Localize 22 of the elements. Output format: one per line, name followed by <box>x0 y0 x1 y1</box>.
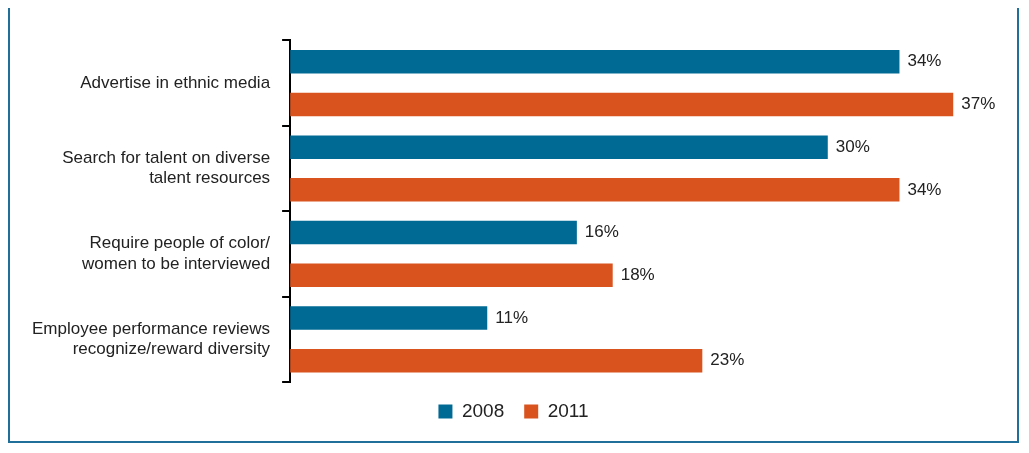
legend-label: 2008 <box>461 399 505 421</box>
bar <box>290 348 703 373</box>
y-tick-label: Search for talent on diverse talent resources <box>62 147 271 188</box>
bar <box>290 135 828 159</box>
data-label: 30% <box>835 136 870 156</box>
data-label: 16% <box>584 222 619 242</box>
bar <box>290 50 900 74</box>
data-label: 37% <box>961 94 996 114</box>
data-label: 34% <box>907 179 942 199</box>
bar <box>290 220 577 245</box>
bar <box>290 306 488 330</box>
y-tick-label: Advertise in ethnic media <box>80 72 271 92</box>
data-label: 11% <box>495 307 529 327</box>
data-label: 23% <box>710 350 745 370</box>
data-label: 18% <box>620 264 655 284</box>
legend-label: 2011 <box>547 399 589 421</box>
data-label: 34% <box>907 51 942 71</box>
y-tick-label: Employee performance reviews recognize/reward diversity <box>31 318 271 359</box>
bar <box>290 92 954 117</box>
bar <box>290 178 900 202</box>
bar <box>290 263 613 287</box>
y-tick-label: Require people of color/ women to be interviewed <box>81 233 271 273</box>
